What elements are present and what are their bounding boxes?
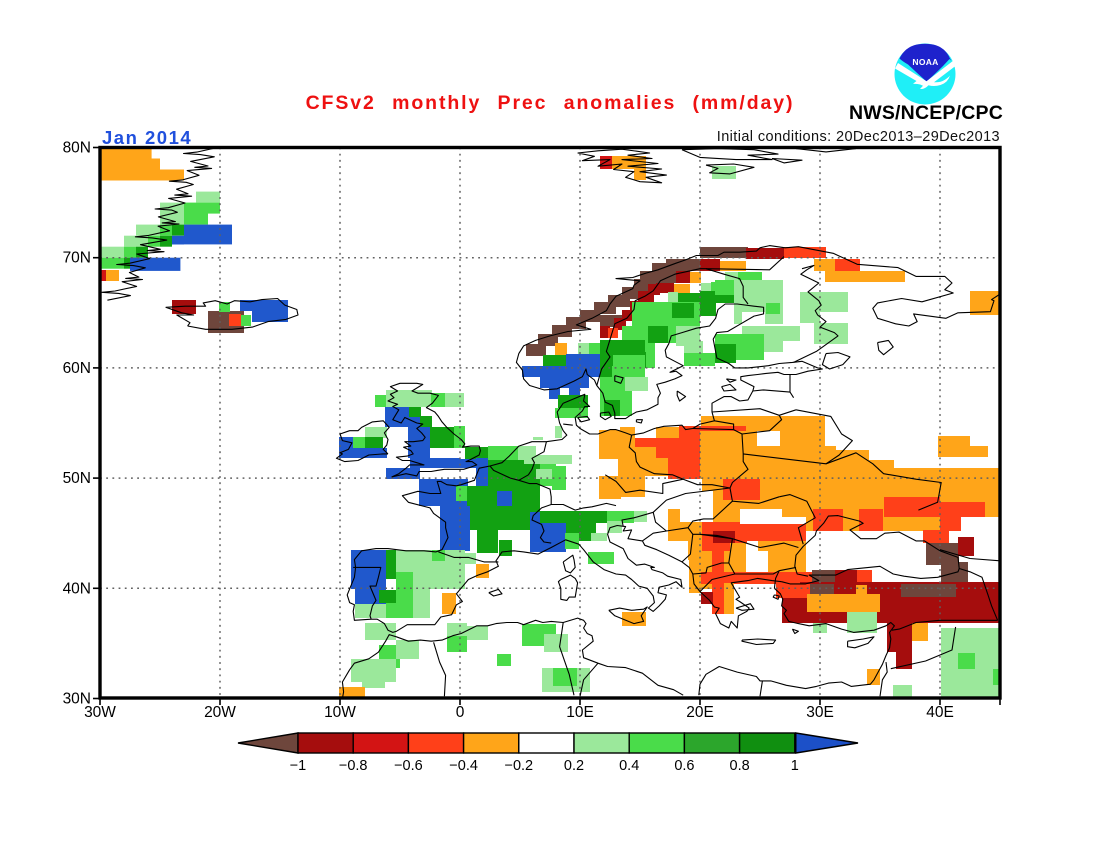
svg-text:80N: 80N <box>63 140 91 157</box>
svg-text:0.6: 0.6 <box>674 758 694 774</box>
svg-text:10E: 10E <box>566 704 594 721</box>
svg-text:−1: −1 <box>290 758 307 774</box>
svg-text:CFSv2 monthly Prec anomalies (: CFSv2 monthly Prec anomalies (mm/day) <box>306 92 795 114</box>
svg-text:0.8: 0.8 <box>730 758 750 774</box>
svg-text:−0.2: −0.2 <box>504 758 533 774</box>
svg-text:1: 1 <box>791 758 799 774</box>
svg-text:NOAA: NOAA <box>912 57 938 67</box>
svg-text:50N: 50N <box>63 470 91 487</box>
svg-text:−0.8: −0.8 <box>339 758 368 774</box>
svg-text:40E: 40E <box>926 704 954 721</box>
svg-text:Initial conditions: 20Dec2013–: Initial conditions: 20Dec2013–29Dec2013 <box>717 129 1000 145</box>
svg-text:0: 0 <box>456 704 465 721</box>
svg-text:10W: 10W <box>324 704 356 721</box>
svg-text:70N: 70N <box>63 250 91 267</box>
svg-text:20E: 20E <box>686 704 714 721</box>
svg-text:0.2: 0.2 <box>564 758 584 774</box>
svg-text:NWS/NCEP/CPC: NWS/NCEP/CPC <box>849 102 1003 124</box>
svg-text:30W: 30W <box>84 704 116 721</box>
svg-text:−0.4: −0.4 <box>449 758 478 774</box>
svg-text:Jan 2014: Jan 2014 <box>102 127 192 148</box>
svg-text:−0.6: −0.6 <box>394 758 423 774</box>
svg-text:60N: 60N <box>63 360 91 377</box>
svg-text:30E: 30E <box>806 704 834 721</box>
svg-text:30N: 30N <box>63 691 91 708</box>
svg-text:0.4: 0.4 <box>619 758 639 774</box>
svg-text:40N: 40N <box>63 580 91 597</box>
svg-text:20W: 20W <box>204 704 236 721</box>
